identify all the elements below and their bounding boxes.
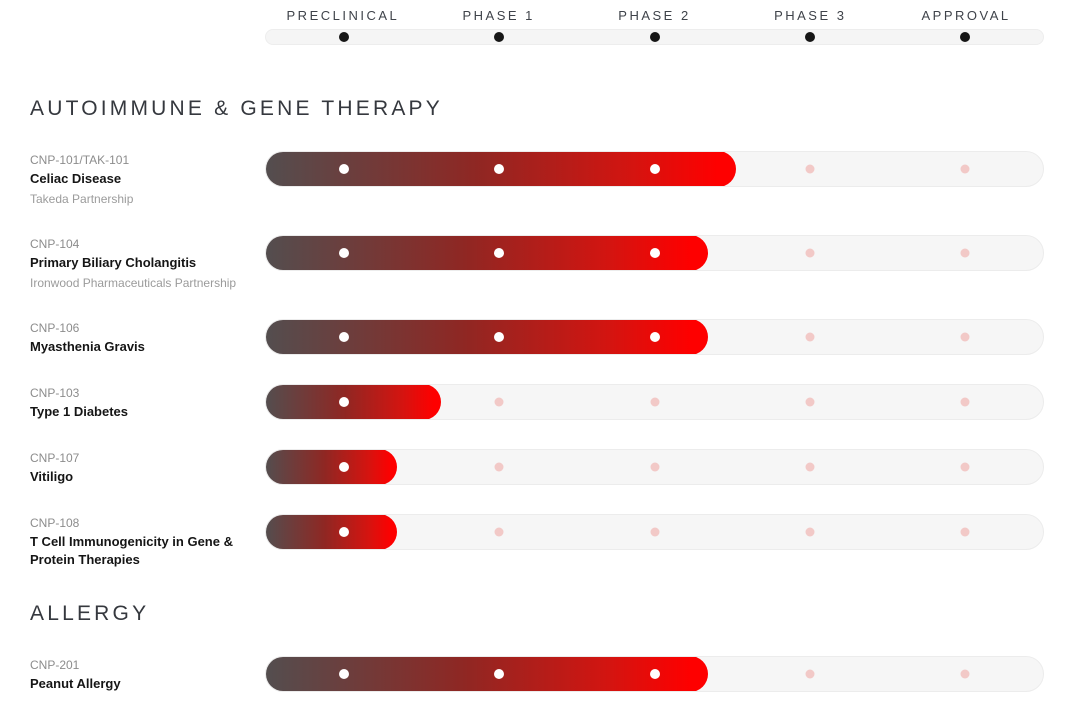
- phase-dot-reached: [338, 164, 349, 174]
- progress-fill: [266, 515, 398, 549]
- phase-dot-reached: [494, 164, 505, 174]
- phase-labels-row: PRECLINICAL PHASE 1 PHASE 2 PHASE 3 APPR…: [265, 8, 1044, 23]
- program-name: Peanut Allergy: [30, 676, 121, 691]
- phase-dot-unreached: [960, 527, 970, 537]
- phase-dot-reached: [649, 332, 660, 342]
- program-partner: Ironwood Pharmaceuticals Partnership: [30, 276, 237, 290]
- program-name: Myasthenia Gravis: [30, 339, 145, 354]
- program-name: Celiac Disease: [30, 171, 122, 186]
- phase-dot-unreached: [805, 669, 815, 679]
- phase-dot-unreached: [650, 527, 659, 537]
- section-title: AUTOIMMUNE & GENE THERAPY: [30, 97, 443, 120]
- program-row: CNP-104 Primary Biliary Cholangitis Iron…: [0, 235, 1080, 290]
- program-labels: CNP-101/TAK-101 Celiac Disease Takeda Pa…: [0, 151, 265, 206]
- phase-dot-reached: [649, 164, 660, 174]
- phase-marker-dot: [960, 32, 971, 42]
- progress-fill: [266, 385, 441, 419]
- progress-track: [265, 656, 1044, 692]
- phase-dot-reached: [649, 248, 660, 258]
- program-code: CNP-101/TAK-101: [30, 153, 130, 167]
- program-code: CNP-104: [30, 237, 80, 251]
- progress-fill: [266, 450, 398, 484]
- phase-dot-unreached: [650, 462, 659, 472]
- program-name: Primary Biliary Cholangitis: [30, 255, 197, 270]
- program-labels: CNP-103 Type 1 Diabetes: [0, 384, 265, 420]
- phase-dot-unreached: [960, 164, 970, 174]
- phase-dot-unreached: [494, 397, 504, 407]
- phase-label-preclinical: PRECLINICAL: [286, 8, 400, 23]
- program-labels: CNP-107 Vitiligo: [0, 449, 265, 485]
- phase-marker-dot: [338, 32, 349, 42]
- section-allergy: ALLERGY CNP-201 Peanut Allergy: [0, 602, 1080, 692]
- phase-dot-unreached: [805, 332, 815, 342]
- phase-dot-unreached: [960, 669, 970, 679]
- progress-track: [265, 384, 1044, 420]
- phase-dot-unreached: [805, 397, 815, 407]
- progress-track: [265, 235, 1044, 271]
- phase-dot-unreached: [650, 397, 659, 407]
- progress-fill: [266, 320, 708, 354]
- phase-marker-dot: [804, 32, 815, 42]
- phase-dot-unreached: [805, 164, 815, 174]
- phase-dot-reached: [338, 248, 349, 258]
- phase-track: [265, 29, 1044, 45]
- phase-dot-reached: [338, 527, 349, 537]
- phase-dot-reached: [338, 462, 349, 472]
- phase-dot-unreached: [494, 527, 504, 537]
- section-autoimmune-gene-therapy: AUTOIMMUNE & GENE THERAPY CNP-101/TAK-10…: [0, 97, 1080, 567]
- phase-dot-reached: [494, 669, 505, 679]
- program-code: CNP-103: [30, 386, 80, 400]
- phase-dot-unreached: [805, 462, 815, 472]
- program-name: Type 1 Diabetes: [30, 404, 129, 419]
- section-title: ALLERGY: [30, 602, 150, 625]
- phase-dot-unreached: [960, 332, 970, 342]
- phase-label-approval: APPROVAL: [921, 8, 1011, 23]
- phase-header: PRECLINICAL PHASE 1 PHASE 2 PHASE 3 APPR…: [265, 8, 1044, 45]
- phase-marker-dot: [649, 32, 660, 42]
- program-code: CNP-106: [30, 321, 80, 335]
- progress-fill: [266, 236, 708, 270]
- phase-marker-dot: [494, 32, 505, 42]
- progress-track: [265, 449, 1044, 485]
- phase-dot-unreached: [494, 462, 504, 472]
- phase-dot-reached: [338, 332, 349, 342]
- phase-dot-reached: [338, 669, 349, 679]
- progress-fill: [266, 657, 708, 691]
- phase-dot-unreached: [805, 527, 815, 537]
- program-name: Vitiligo: [30, 469, 74, 484]
- program-name: T Cell Immunogenicity in Gene & Protein …: [30, 534, 233, 567]
- program-code: CNP-201: [30, 658, 80, 672]
- program-labels: CNP-106 Myasthenia Gravis: [0, 319, 265, 355]
- program-labels: CNP-104 Primary Biliary Cholangitis Iron…: [0, 235, 265, 290]
- phase-label-phase2: PHASE 2: [618, 8, 691, 23]
- program-row: CNP-101/TAK-101 Celiac Disease Takeda Pa…: [0, 151, 1080, 206]
- phase-dot-reached: [338, 397, 349, 407]
- phase-dot-unreached: [960, 462, 970, 472]
- program-row: CNP-106 Myasthenia Gravis: [0, 319, 1080, 355]
- progress-track: [265, 151, 1044, 187]
- progress-track: [265, 514, 1044, 550]
- phase-dot-unreached: [960, 397, 970, 407]
- program-partner: Takeda Partnership: [30, 192, 134, 206]
- phase-dot-reached: [649, 669, 660, 679]
- program-row: CNP-103 Type 1 Diabetes: [0, 384, 1080, 420]
- phase-dot-unreached: [960, 248, 970, 258]
- phase-label-phase3: PHASE 3: [774, 8, 847, 23]
- progress-track: [265, 319, 1044, 355]
- phase-dot-unreached: [805, 248, 815, 258]
- program-row: CNP-201 Peanut Allergy: [0, 656, 1080, 692]
- pipeline-page: PRECLINICAL PHASE 1 PHASE 2 PHASE 3 APPR…: [0, 8, 1080, 727]
- section-rows: CNP-201 Peanut Allergy: [0, 656, 1080, 692]
- program-labels: CNP-108 T Cell Immunogenicity in Gene & …: [0, 514, 265, 567]
- phase-label-phase1: PHASE 1: [462, 8, 535, 23]
- program-labels: CNP-201 Peanut Allergy: [0, 656, 265, 692]
- phase-dot-reached: [494, 332, 505, 342]
- program-row: CNP-108 T Cell Immunogenicity in Gene & …: [0, 514, 1080, 567]
- program-code: CNP-107: [30, 451, 80, 465]
- section-rows: CNP-101/TAK-101 Celiac Disease Takeda Pa…: [0, 151, 1080, 567]
- program-row: CNP-107 Vitiligo: [0, 449, 1080, 485]
- phase-dot-reached: [494, 248, 505, 258]
- program-code: CNP-108: [30, 516, 80, 530]
